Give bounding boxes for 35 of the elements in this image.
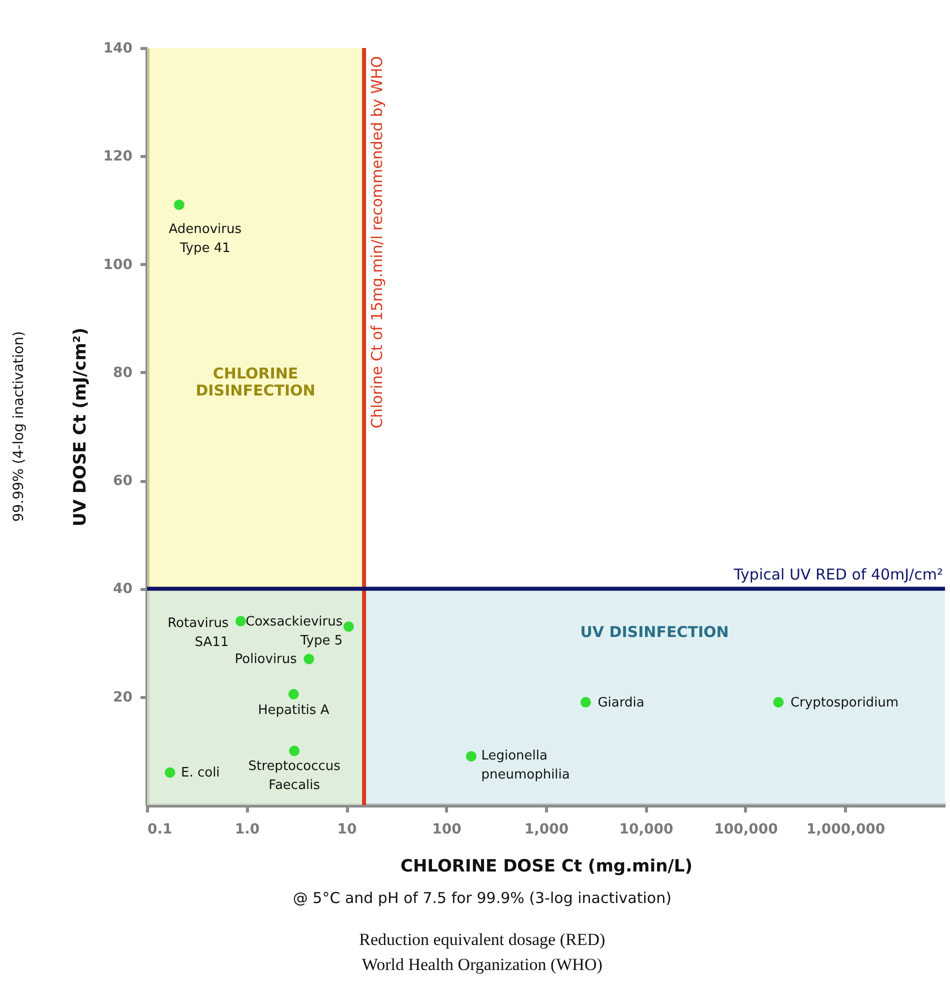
annotation: Rotavirus SA11: [168, 616, 229, 650]
band-label: CHLORINE DISINFECTION: [196, 364, 316, 400]
annotation: Hepatitis A: [258, 703, 330, 718]
text: @ 5°C and pH of 7.5 for 99.9% (3-log inactivation): [292, 889, 672, 907]
annotation: Cryptosporidium: [790, 695, 899, 710]
text: World Health Organization (WHO): [362, 955, 602, 974]
x-axis-title: CHLORINE DOSE Ct (mg.min/L): [400, 856, 692, 876]
band-label: UV DISINFECTION: [580, 622, 729, 641]
y-tick-label: 60: [113, 473, 133, 490]
annotation: E. coli: [180, 766, 220, 781]
annotation: Adenovirus Type 41: [168, 222, 242, 256]
y-tick-label: 40: [113, 581, 133, 598]
x-tick-label: 10,000: [619, 822, 674, 838]
annotation: Legionella pneumophilia: [481, 748, 570, 782]
y-tick-label: 100: [103, 256, 133, 273]
annotation: Coxsackievirus Type 5: [246, 614, 343, 649]
x-tick-label: 100,000: [714, 822, 778, 838]
x-tick-label: 1.0: [234, 822, 260, 838]
x-tick-label: 100: [432, 822, 462, 838]
y-tick-label: 120: [103, 148, 133, 165]
x-tick-label: 10: [337, 822, 357, 838]
annotation: Poliovirus: [234, 652, 298, 668]
x-tick-label: 1,000,000: [806, 822, 886, 838]
x-tick-label: 0.1: [148, 822, 172, 838]
annotation: Streptococcus Faecalis: [248, 758, 341, 793]
y-tick-label: 20: [113, 689, 133, 706]
x-tick-label: 1,000: [524, 822, 569, 838]
ref-line-label: Typical UV RED of 40mJ/cm²: [732, 566, 943, 584]
y-axis-title: UV DOSE Ct (mJ/cm²): [70, 328, 90, 526]
ref-line-label: Chlorine Ct of 15mg.min/l recommended by WHO: [368, 56, 386, 428]
text: Reduction equivalent dosage (RED): [359, 930, 606, 949]
y-tick-label: 140: [103, 40, 133, 56]
y-tick-label: 80: [113, 364, 133, 381]
annotation: Giardia: [598, 695, 644, 710]
text: 99.99% (4-log inactivation): [11, 331, 27, 522]
